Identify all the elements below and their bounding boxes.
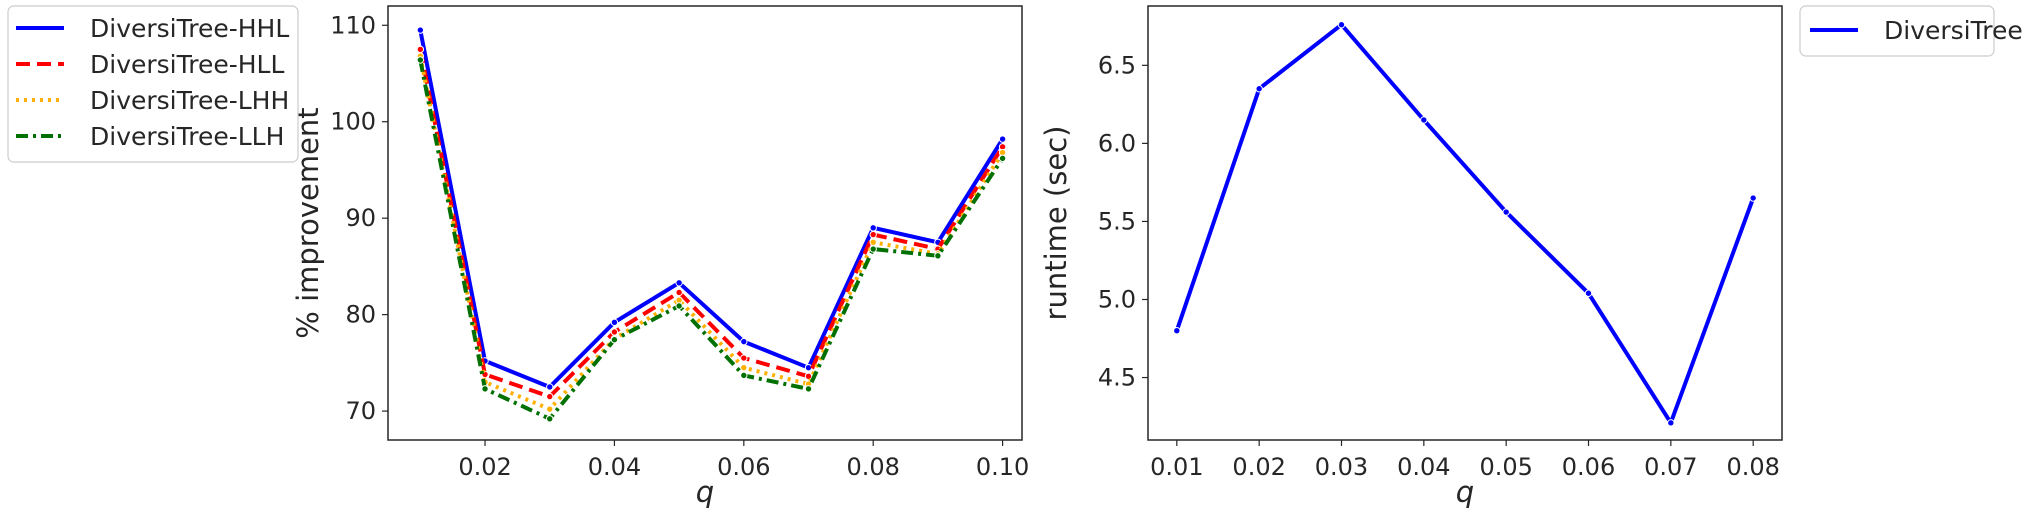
data-point <box>610 335 619 344</box>
data-point <box>546 415 554 423</box>
legend-entry: DiversiTree-LHH <box>90 86 289 115</box>
legend-entry: DiversiTree-HHL <box>90 14 289 43</box>
data-point <box>869 230 877 239</box>
data-point <box>869 224 877 232</box>
legend-entry: DiversiTree-HLL <box>90 50 284 79</box>
y-tick-label: 4.5 <box>1098 364 1136 392</box>
x-tick-label: 0.03 <box>1315 453 1368 481</box>
data-point <box>675 288 683 297</box>
data-point <box>481 385 489 393</box>
series-line-diversitree-lhh <box>418 55 1005 412</box>
y-tick-label: 5.0 <box>1098 285 1136 313</box>
data-point <box>675 279 683 287</box>
plot-frame <box>387 5 1023 441</box>
x-tick-label: 0.06 <box>717 453 770 481</box>
data-point <box>1173 327 1181 335</box>
legend-entry: DiversiTree-LLH <box>90 122 284 151</box>
y-tick-label: 6.5 <box>1098 51 1136 79</box>
x-tick-label: 0.06 <box>1562 453 1615 481</box>
data-point <box>804 385 813 393</box>
y-tick-label: 90 <box>345 204 376 232</box>
legend-entry: DiversiTree <box>1884 16 2023 45</box>
x-tick-label: 0.07 <box>1644 453 1697 481</box>
y-axis-label: runtime (sec) <box>1039 126 1073 321</box>
x-tick-label: 0.01 <box>1150 453 1203 481</box>
y-tick-label: 5.5 <box>1098 207 1136 235</box>
data-point <box>416 26 425 34</box>
data-point <box>1420 116 1428 124</box>
data-point <box>998 135 1007 143</box>
x-tick-label: 0.04 <box>1397 453 1450 481</box>
x-tick-label: 0.02 <box>458 453 511 481</box>
data-point <box>804 372 813 381</box>
series-line-diversitree <box>1174 22 1756 425</box>
series-line-diversitree-hll <box>418 49 1005 399</box>
x-tick-label: 0.08 <box>1726 453 1779 481</box>
legend-2: DiversiTree <box>1799 5 2023 57</box>
plot-frame <box>1147 5 1783 441</box>
x-tick-label: 0.08 <box>846 453 899 481</box>
y-tick-label: 110 <box>330 11 376 39</box>
data-point <box>740 363 748 372</box>
data-point <box>740 354 748 362</box>
series-line-diversitree-llh <box>418 59 1005 421</box>
series-line-diversitree-hhl <box>418 29 1005 389</box>
data-point <box>869 245 877 253</box>
data-point <box>740 337 748 346</box>
y-tick-label: 100 <box>330 108 376 136</box>
data-point <box>546 383 554 391</box>
data-point <box>1255 85 1263 93</box>
data-point <box>546 392 554 401</box>
chart-2: 0.01 0.02 0.03 0.04 0.05 0.06 0.07 0.08 4.5 5.0 5.… <box>1039 5 1783 509</box>
data-point <box>1667 419 1675 427</box>
y-tick-label: 70 <box>345 397 376 425</box>
data-point <box>610 328 619 336</box>
data-point <box>416 45 425 54</box>
data-point <box>675 302 683 310</box>
legend-frame <box>1799 5 1995 57</box>
x-tick-label: 0.05 <box>1479 453 1532 481</box>
data-point <box>934 252 942 260</box>
data-point <box>1749 194 1757 202</box>
x-tick-label: 0.04 <box>588 453 641 481</box>
y-tick-label: 6.0 <box>1098 129 1136 157</box>
x-axis-label: q <box>1456 475 1474 509</box>
data-point <box>1502 208 1510 216</box>
data-point <box>1584 289 1593 297</box>
data-point <box>416 56 425 64</box>
data-point <box>1337 21 1346 29</box>
legend-frame <box>7 5 299 163</box>
y-tick-label: 80 <box>345 301 376 329</box>
data-point <box>740 371 748 380</box>
data-point <box>869 238 877 246</box>
x-axis-label: q <box>696 475 714 509</box>
legend-1: DiversiTree-HHL DiversiTree-HLL DiversiTre… <box>7 5 299 163</box>
data-point <box>610 318 619 327</box>
x-tick-label: 0.02 <box>1232 453 1285 481</box>
data-point <box>998 154 1007 163</box>
x-tick-label: 0.10 <box>976 453 1029 481</box>
data-point <box>546 405 554 413</box>
